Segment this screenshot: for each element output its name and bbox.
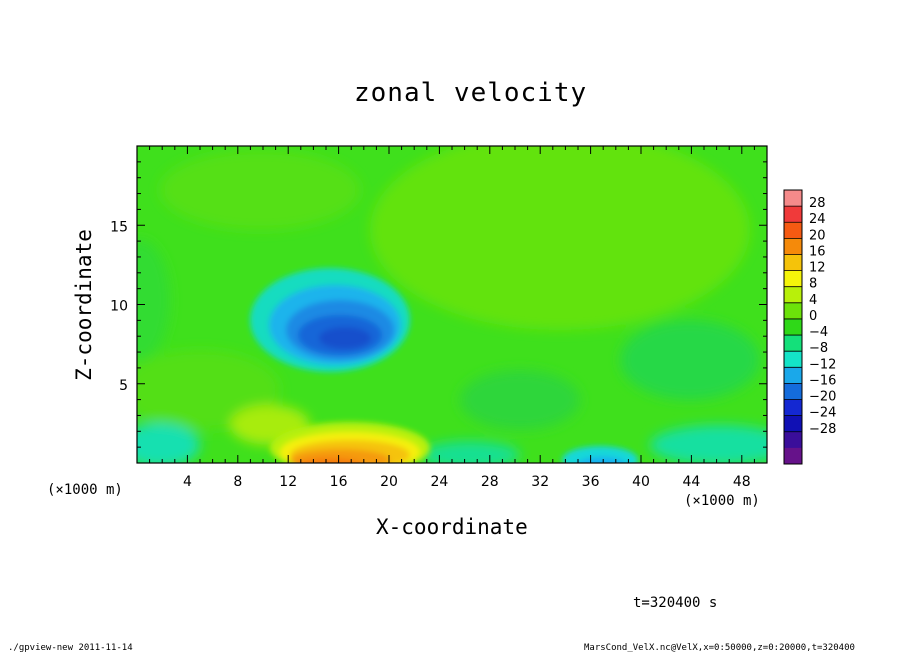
colorbar-label: −16	[809, 373, 836, 388]
y-tick-label: 5	[119, 378, 128, 394]
colorbar-swatch	[784, 367, 802, 384]
colorbar-swatch	[784, 206, 802, 223]
colorbar-swatch	[784, 335, 802, 352]
colorbar-swatch	[784, 383, 802, 401]
colorbar-label: −4	[809, 325, 828, 340]
y-tick-label: 15	[110, 219, 128, 235]
colorbar-swatch	[784, 351, 802, 368]
x-tick-label: 44	[682, 474, 700, 490]
colorbar-label: 20	[809, 228, 826, 243]
y-axis-ticks: 5 10 15	[110, 161, 767, 448]
y-tick-label: 10	[110, 299, 128, 315]
x-tick-label: 28	[481, 474, 499, 490]
colorbar-label: 28	[809, 196, 826, 211]
colorbar-swatch	[784, 447, 802, 465]
colorbar-swatch	[784, 399, 802, 417]
colorbar-swatch	[784, 286, 802, 304]
colorbar-swatch	[784, 302, 802, 320]
x-axis-ticks: 4 8 12 16 20 24 28 32 36 40 44 48	[149, 146, 755, 490]
y-axis-label: Z-coordinate	[72, 229, 96, 381]
x-tick-label: 4	[183, 474, 192, 490]
colorbar-label: 4	[809, 293, 817, 308]
heatmap-field	[137, 146, 767, 463]
chart-title: zonal velocity	[354, 78, 588, 108]
colorbar-swatch	[784, 431, 802, 449]
colorbar-label: 16	[809, 244, 826, 259]
colorbar-label: 24	[809, 212, 826, 227]
colorbar-swatch	[784, 254, 802, 272]
x-tick-label: 8	[233, 474, 242, 490]
colorbar-swatch	[784, 222, 802, 239]
colorbar-swatch	[784, 270, 802, 288]
colorbar-swatch	[784, 190, 802, 207]
x-tick-label: 24	[430, 474, 448, 490]
colorbar-swatch	[784, 238, 802, 255]
colorbar-label: 8	[809, 277, 817, 292]
colorbar-label: −28	[809, 422, 836, 437]
x-tick-label: 12	[279, 474, 297, 490]
colorbar-swatch	[784, 415, 802, 433]
x-tick-label: 48	[733, 474, 751, 490]
colorbar-label: 12	[809, 261, 826, 276]
x-axis-label: X-coordinate	[376, 515, 528, 539]
colorbar-swatch	[784, 318, 802, 336]
x-tick-label: 32	[531, 474, 549, 490]
x-tick-label: 16	[330, 474, 348, 490]
colorbar-label: −20	[809, 390, 836, 405]
x-tick-label: 40	[632, 474, 650, 490]
colorbar-frame	[783, 189, 803, 465]
footer-right: MarsCond_VelX.nc@VelX,x=0:50000,z=0:2000…	[584, 643, 855, 653]
footer-left: ./gpview-new 2011-11-14	[8, 643, 133, 653]
colorbar-label: 0	[809, 309, 817, 324]
colorbar-label: −12	[809, 357, 836, 372]
colorbar-label: −8	[809, 341, 828, 356]
colorbar-label: −24	[809, 406, 836, 421]
time-label: t=320400 s	[633, 595, 718, 611]
x-unit-label-right: (×1000 m)	[684, 493, 760, 509]
x-tick-label: 20	[380, 474, 398, 490]
x-unit-label-left: (×1000 m)	[47, 482, 123, 498]
x-tick-label: 36	[582, 474, 600, 490]
